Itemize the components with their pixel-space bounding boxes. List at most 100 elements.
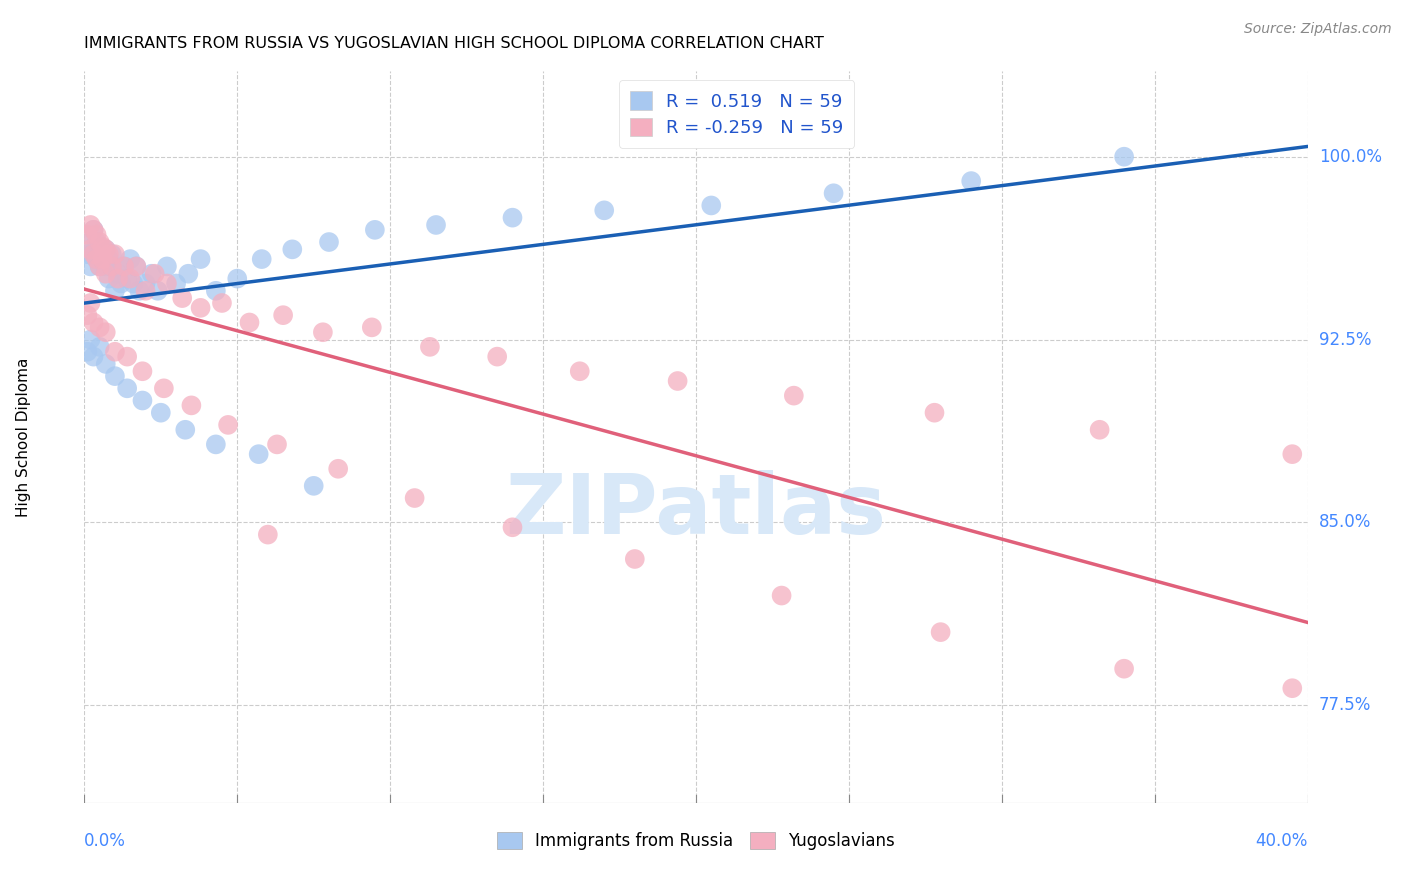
Point: [143, 267, 166, 281]
Point: [89, 340, 111, 354]
Point: [101, 260, 124, 274]
Point: [141, 267, 163, 281]
Point: [238, 316, 260, 330]
Point: [1281, 681, 1303, 696]
Point: [364, 223, 387, 237]
Point: [101, 247, 124, 261]
Point: [165, 277, 187, 291]
Point: [593, 203, 616, 218]
Point: [97, 252, 120, 266]
Point: [97, 271, 120, 285]
Point: [271, 308, 294, 322]
Point: [174, 423, 197, 437]
Point: [302, 479, 325, 493]
Point: [107, 267, 129, 281]
Point: [89, 235, 111, 249]
Point: [110, 277, 132, 291]
Point: [120, 252, 142, 266]
Point: [104, 284, 127, 298]
Point: [156, 277, 179, 291]
Point: [666, 374, 689, 388]
Point: [86, 252, 108, 266]
Point: [112, 260, 135, 274]
Point: [929, 625, 952, 640]
Point: [266, 437, 288, 451]
Point: [180, 398, 202, 412]
Point: [94, 243, 117, 257]
Point: [502, 520, 524, 534]
Point: [107, 271, 129, 285]
Point: [486, 350, 509, 364]
Point: [1114, 150, 1136, 164]
Text: 0.0%: 0.0%: [84, 832, 127, 850]
Text: 77.5%: 77.5%: [1319, 697, 1371, 714]
Point: [960, 174, 983, 188]
Point: [122, 277, 145, 291]
Point: [823, 186, 845, 201]
Point: [131, 364, 153, 378]
Text: 85.0%: 85.0%: [1319, 514, 1371, 532]
Text: 100.0%: 100.0%: [1319, 148, 1382, 166]
Point: [115, 381, 138, 395]
Point: [94, 325, 117, 339]
Point: [79, 218, 101, 232]
Point: [91, 252, 114, 266]
Point: [226, 271, 249, 285]
Point: [135, 277, 157, 291]
Point: [211, 296, 233, 310]
Point: [94, 260, 117, 274]
Point: [120, 271, 142, 285]
Point: [83, 247, 105, 261]
Point: [360, 320, 382, 334]
Text: 40.0%: 40.0%: [1256, 832, 1308, 850]
Point: [94, 243, 117, 257]
Point: [86, 235, 108, 249]
Point: [328, 462, 350, 476]
Point: [312, 325, 335, 339]
Point: [79, 260, 101, 274]
Text: ZIPatlas: ZIPatlas: [506, 470, 886, 550]
Point: [83, 247, 105, 261]
Point: [79, 333, 101, 347]
Point: [257, 527, 280, 541]
Point: [425, 218, 447, 232]
Point: [115, 271, 138, 285]
Point: [76, 344, 98, 359]
Point: [89, 260, 111, 274]
Point: [318, 235, 340, 249]
Point: [104, 247, 127, 261]
Point: [97, 247, 120, 261]
Point: [101, 260, 124, 274]
Point: [146, 284, 169, 298]
Point: [94, 267, 117, 281]
Point: [83, 223, 105, 237]
Point: [624, 552, 647, 566]
Point: [770, 589, 793, 603]
Point: [79, 296, 101, 310]
Point: [700, 198, 723, 212]
Point: [89, 260, 111, 274]
Text: High School Diploma: High School Diploma: [15, 358, 31, 516]
Point: [205, 437, 228, 451]
Point: [91, 240, 114, 254]
Point: [205, 284, 228, 298]
Point: [83, 316, 105, 330]
Point: [177, 267, 200, 281]
Point: [247, 447, 270, 461]
Point: [1088, 423, 1111, 437]
Text: IMMIGRANTS FROM RUSSIA VS YUGOSLAVIAN HIGH SCHOOL DIPLOMA CORRELATION CHART: IMMIGRANTS FROM RUSSIA VS YUGOSLAVIAN HI…: [84, 36, 824, 51]
Text: Source: ZipAtlas.com: Source: ZipAtlas.com: [1244, 22, 1392, 37]
Point: [125, 260, 148, 274]
Point: [1114, 662, 1136, 676]
Point: [924, 406, 946, 420]
Point: [190, 301, 212, 315]
Point: [156, 260, 179, 274]
Text: 92.5%: 92.5%: [1319, 331, 1371, 349]
Point: [250, 252, 273, 266]
Point: [783, 389, 806, 403]
Point: [502, 211, 524, 225]
Point: [172, 291, 194, 305]
Point: [135, 284, 157, 298]
Point: [217, 417, 239, 432]
Point: [281, 243, 304, 257]
